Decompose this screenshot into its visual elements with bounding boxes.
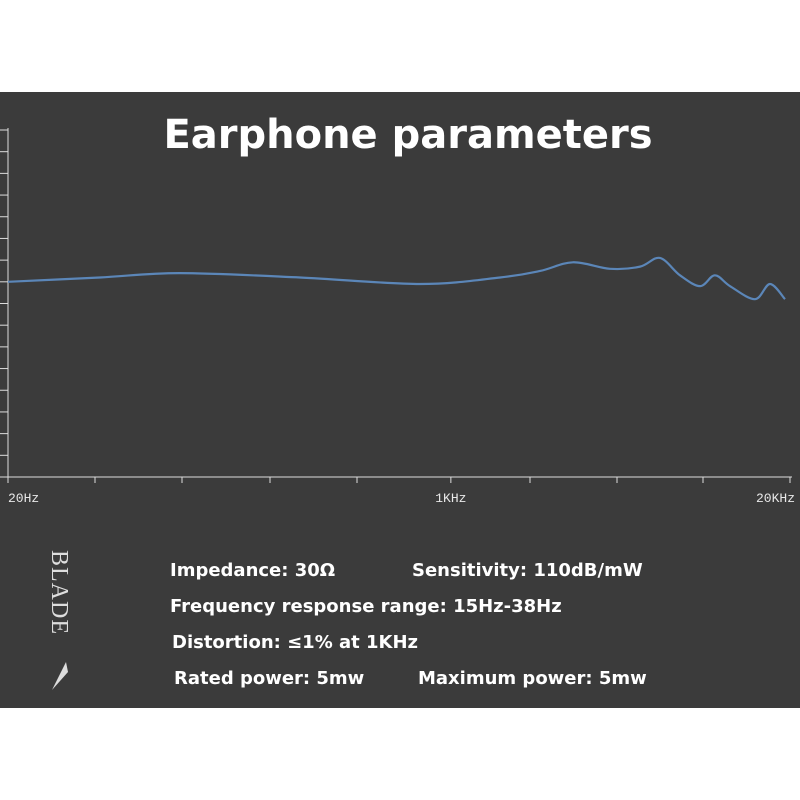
x-tick-label: 20Hz: [8, 491, 39, 506]
panel: [0, 92, 800, 708]
minor-ticks: [94, 477, 704, 483]
spec-text: Distortion: ≤1% at 1KHz: [172, 632, 418, 653]
spec-text: Maximum power: 5mw: [418, 668, 647, 689]
logo-mark: [52, 662, 68, 690]
brand-logo: BLADE: [46, 550, 72, 635]
x-tick-label: 20KHz: [756, 491, 795, 506]
spec-text: Rated power: 5mw: [174, 668, 364, 689]
spec-text: Impedance: 30Ω: [170, 560, 335, 581]
spec-text: Frequency response range: 15Hz-38Hz: [170, 596, 562, 617]
spec-text: Sensitivity: 110dB/mW: [412, 560, 643, 581]
chart-title: Earphone parameters: [163, 112, 652, 158]
x-tick-label: 1KHz: [435, 491, 466, 506]
response-curve: [7, 256, 786, 301]
